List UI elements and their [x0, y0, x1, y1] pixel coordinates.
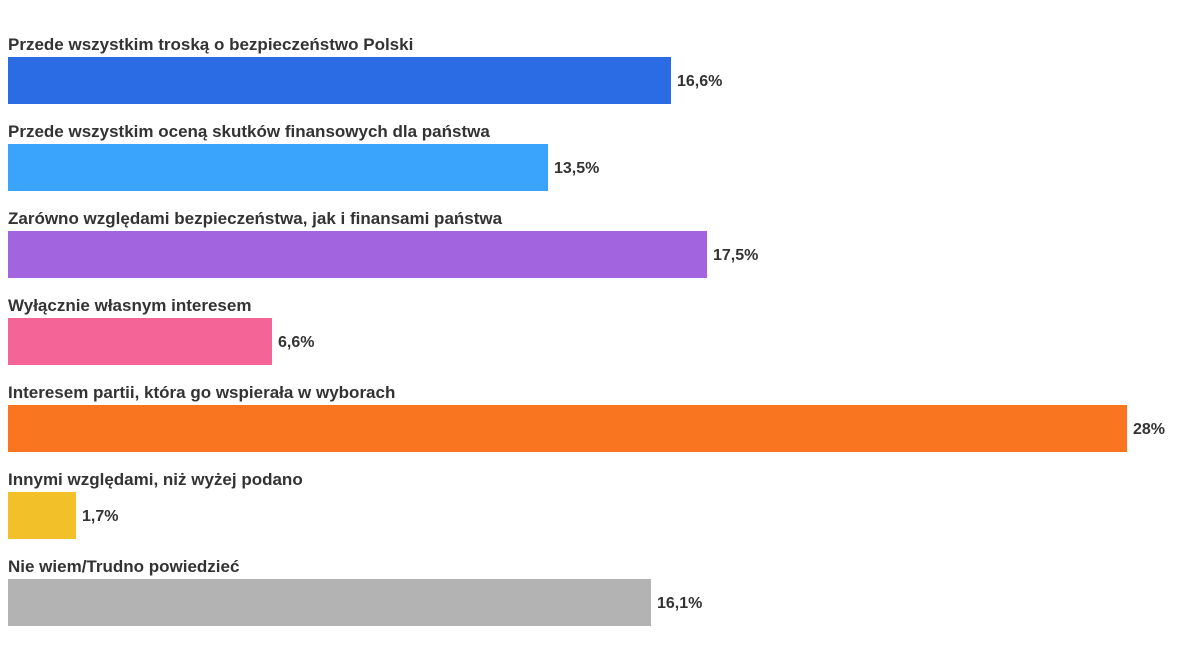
bar	[8, 318, 272, 365]
value-label: 13,5%	[554, 159, 600, 177]
category-label: Nie wiem/Trudno powiedzieć	[8, 557, 240, 576]
category-label: Interesem partii, która go wspierała w w…	[8, 383, 396, 402]
value-label: 16,1%	[657, 594, 703, 612]
category-label: Przede wszystkim oceną skutków finansowy…	[8, 122, 490, 141]
value-label: 6,6%	[278, 333, 315, 351]
value-label: 16,6%	[677, 72, 723, 90]
category-label: Przede wszystkim troską o bezpieczeństwo…	[8, 35, 414, 54]
bar	[8, 144, 548, 191]
category-label: Innymi względami, niż wyżej podano	[8, 470, 303, 489]
value-label: 28%	[1133, 420, 1166, 438]
bar	[8, 579, 651, 626]
value-label: 17,5%	[713, 246, 759, 264]
value-label: 1,7%	[82, 507, 119, 525]
bar	[8, 231, 707, 278]
bar	[8, 492, 76, 539]
bar	[8, 57, 671, 104]
category-label: Zarówno względami bezpieczeństwa, jak i …	[8, 209, 503, 228]
category-label: Wyłącznie własnym interesem	[8, 296, 252, 315]
bar	[8, 405, 1127, 452]
